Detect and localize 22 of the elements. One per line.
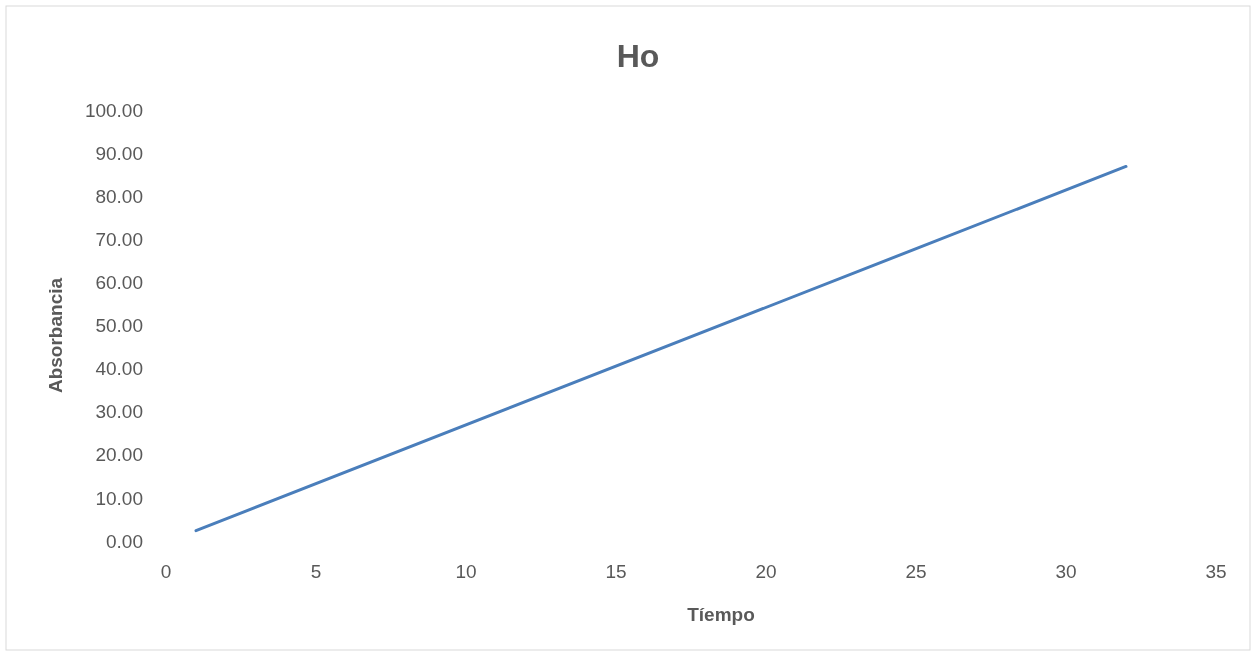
x-tick-label: 20 — [755, 561, 777, 582]
y-tick-label: 100.00 — [84, 99, 143, 121]
x-tick-label: 5 — [310, 561, 322, 582]
x-tick-label: 15 — [605, 561, 627, 582]
y-tick-label: 20.00 — [95, 444, 143, 466]
x-axis-title: Tíempo — [687, 604, 755, 625]
x-tick-label: 30 — [1055, 561, 1077, 582]
y-axis-title: Absorbancia — [45, 277, 66, 394]
x-tick-label: 25 — [905, 561, 927, 582]
y-tick-label: 10.00 — [95, 487, 143, 509]
y-tick-label: 80.00 — [95, 185, 143, 207]
y-tick-label: 70.00 — [95, 228, 143, 250]
chart-title: Ho — [616, 38, 660, 74]
y-tick-label: 60.00 — [95, 272, 143, 294]
x-tick-label: 35 — [1205, 561, 1227, 582]
x-tick-label: 0 — [160, 561, 172, 582]
y-tick-label: 30.00 — [95, 401, 143, 423]
y-tick-label: 40.00 — [95, 358, 143, 380]
y-tick-label: 0.00 — [106, 530, 143, 552]
x-tick-label: 10 — [455, 561, 477, 582]
y-tick-label: 90.00 — [95, 142, 143, 164]
y-tick-label: 50.00 — [95, 315, 143, 337]
